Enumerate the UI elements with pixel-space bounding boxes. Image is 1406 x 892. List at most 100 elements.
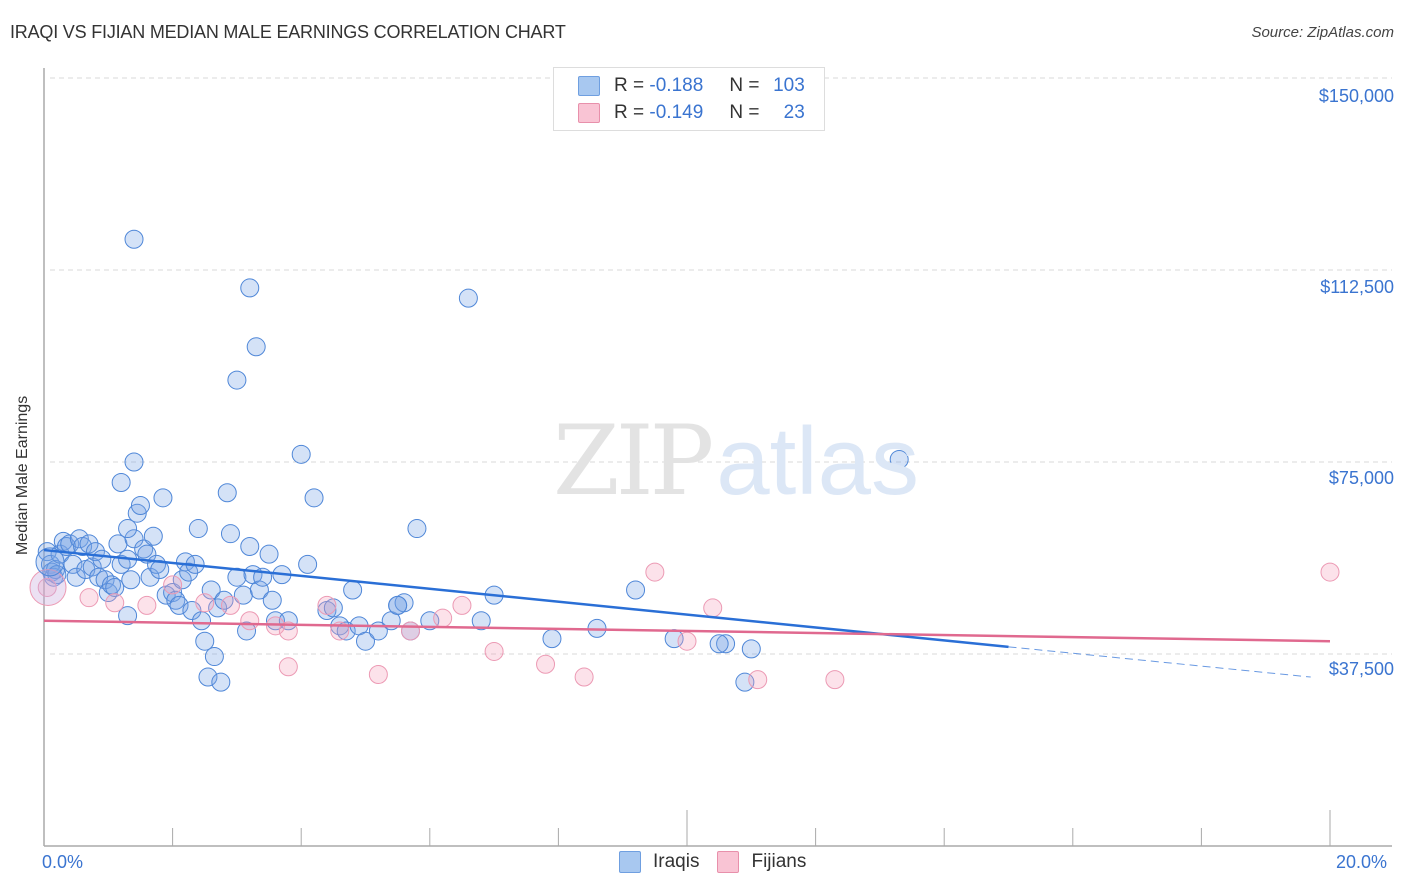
iraqis-swatch-icon	[619, 851, 641, 873]
data-point-iraqi	[79, 534, 99, 554]
fijians-swatch-icon	[578, 103, 600, 123]
data-point-iraqi	[249, 580, 269, 600]
data-point-iraqi	[220, 524, 240, 544]
data-point-iraqi	[458, 288, 478, 308]
data-point-fijian	[574, 667, 594, 687]
data-point-iraqi	[66, 567, 86, 587]
data-point-iraqi	[204, 647, 224, 667]
data-point-iraqi	[111, 554, 131, 574]
data-point-fijian	[105, 593, 125, 613]
data-point-iraqi	[166, 590, 186, 610]
x-tick-0: 0.0%	[42, 852, 84, 872]
legend-label-iraqis: Iraqis	[653, 851, 700, 872]
data-point-fijian	[137, 595, 157, 615]
data-point-iraqi	[69, 529, 89, 549]
iraqi-trend-extension	[1008, 646, 1311, 678]
data-point-iraqi	[169, 595, 189, 615]
data-point-fijian	[265, 616, 285, 636]
data-point-cluster	[35, 547, 65, 577]
data-point-iraqi	[388, 595, 408, 615]
data-point-iraqi	[124, 529, 144, 549]
n-label: N =	[729, 102, 760, 123]
legend-label-fijians: Fijians	[751, 851, 807, 872]
data-point-fijian	[536, 654, 556, 674]
legend-item-fijians[interactable]: Fijians	[717, 851, 806, 873]
legend-row-fijians: R = -0.149 N = 23	[578, 101, 805, 125]
data-point-iraqi	[108, 534, 128, 554]
data-point-iraqi	[105, 577, 125, 597]
data-point-iraqi	[298, 554, 318, 574]
data-point-iraqi	[259, 544, 279, 564]
data-point-fijian	[195, 593, 215, 613]
iraqi-trend-line	[43, 548, 1009, 649]
legend-item-iraqis[interactable]: Iraqis	[619, 851, 699, 873]
data-point-iraqi	[188, 519, 208, 539]
x-tick-20: 20.0%	[1336, 852, 1388, 872]
data-point-fijian	[677, 631, 697, 651]
data-point-iraqi	[237, 621, 257, 641]
data-point-fijian	[240, 611, 260, 631]
y-tick-112500: $112,500	[1320, 277, 1394, 297]
data-point-fijian	[401, 621, 421, 641]
source-label: Source: ZipAtlas.com	[1251, 24, 1394, 41]
data-point-fijian	[317, 595, 337, 615]
data-point-iraqi	[240, 536, 260, 556]
data-point-iraqi	[127, 503, 147, 523]
data-point-fijian	[645, 562, 665, 582]
correlation-legend: R = -0.188 N = 103 R = -0.149 N = 23	[553, 67, 825, 131]
r-value: -0.149	[649, 102, 704, 123]
data-point-fijian	[703, 598, 723, 618]
data-point-iraqi	[262, 590, 282, 610]
data-point-iraqi	[143, 526, 163, 546]
data-point-iraqi	[240, 278, 260, 298]
data-point-iraqi	[709, 634, 729, 654]
data-point-iraqi	[889, 449, 909, 469]
data-point-iraqi	[50, 544, 70, 564]
fijians-swatch-icon	[717, 851, 740, 873]
data-point-iraqi	[356, 631, 375, 651]
data-point-iraqi	[304, 488, 324, 508]
data-point-iraqi	[227, 370, 247, 390]
data-point-fijian	[1320, 562, 1340, 582]
data-point-iraqi	[198, 667, 218, 687]
data-point-fijian	[79, 588, 99, 608]
data-point-fijian	[433, 608, 453, 628]
series-legend: Iraqis Fijians	[619, 851, 824, 873]
data-point-iraqi	[343, 580, 363, 600]
chart-title: IRAQI VS FIJIAN MEDIAN MALE EARNINGS COR…	[10, 22, 566, 42]
data-point-fijian	[452, 595, 472, 615]
data-point-iraqi	[716, 634, 736, 654]
n-value: 23	[783, 102, 805, 123]
data-point-fijian	[220, 595, 240, 615]
data-point-iraqi	[217, 483, 237, 503]
data-point-iraqi	[92, 549, 112, 569]
data-point-cluster	[29, 568, 67, 606]
data-point-iraqi	[179, 562, 199, 582]
data-point-iraqi	[124, 452, 144, 472]
data-point-iraqi	[192, 611, 212, 631]
n-label: N =	[729, 75, 760, 96]
data-point-iraqi	[195, 631, 215, 651]
data-point-iraqi	[471, 611, 491, 631]
data-point-fijian	[484, 641, 504, 661]
data-point-iraqi	[98, 583, 118, 603]
r-label: R =	[614, 75, 645, 96]
y-axis-label: Median Male Earnings	[14, 395, 31, 555]
data-point-fijian	[368, 664, 388, 684]
r-label: R =	[614, 102, 645, 123]
r-value: -0.188	[649, 75, 704, 96]
iraqis-swatch-icon	[578, 76, 600, 96]
data-point-iraqi	[407, 519, 427, 539]
data-point-iraqi	[82, 557, 102, 577]
data-point-iraqi	[130, 496, 150, 516]
data-point-iraqi	[246, 337, 266, 357]
data-point-fijian	[278, 621, 298, 641]
data-point-iraqi	[118, 519, 138, 539]
legend-row-iraqis: R = -0.188 N = 103	[578, 74, 805, 98]
data-point-iraqi	[118, 606, 138, 626]
y-tick-150000: $150,000	[1318, 86, 1394, 106]
fijian-trend-line	[43, 619, 1331, 643]
data-point-fijian	[163, 575, 183, 595]
data-point-iraqi	[95, 570, 115, 590]
data-point-fijian	[748, 670, 768, 690]
